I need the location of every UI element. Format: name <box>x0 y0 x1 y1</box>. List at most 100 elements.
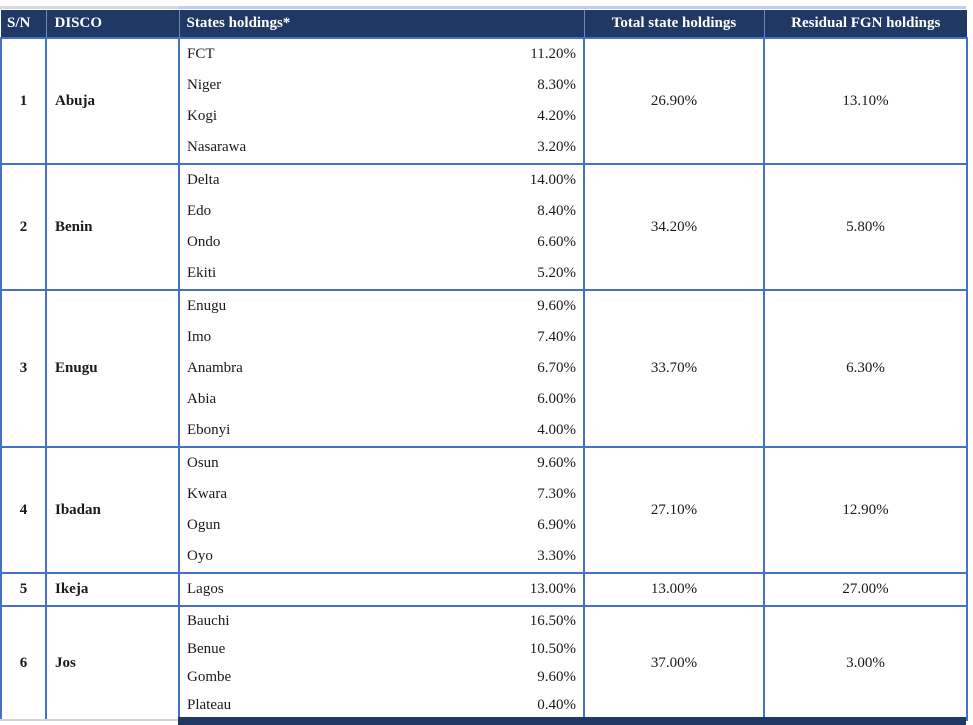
disco-cell: Benin <box>45 163 180 291</box>
state-name: Enugu <box>187 298 227 314</box>
state-line: Oyo 3.30% <box>187 541 576 572</box>
state-line: Lagos 13.00% <box>187 574 576 605</box>
sn-cell: 5 <box>0 572 47 607</box>
state-name: Anambra <box>187 360 243 376</box>
table-row-ibadan: 4 Ibadan Osun 9.60% Kwara 7.30% Ogun 6.9… <box>0 446 968 574</box>
col-header-total-state-holdings: Total state holdings <box>583 10 764 38</box>
state-name: Abia <box>187 391 217 407</box>
sn-cell: 2 <box>0 163 47 291</box>
states-cell: Osun 9.60% Kwara 7.30% Ogun 6.90% Oyo 3.… <box>178 446 585 574</box>
disco-cell: Abuja <box>45 37 180 165</box>
state-line: Ekiti 5.20% <box>187 258 576 289</box>
state-value: 8.40% <box>537 203 576 219</box>
states-cell: Enugu 9.60% Imo 7.40% Anambra 6.70% Abia… <box>178 289 585 448</box>
state-line: FCT 11.20% <box>187 39 576 70</box>
state-line: Kogi 4.20% <box>187 101 576 132</box>
total-cell: 13.00% <box>583 572 765 607</box>
state-value: 3.20% <box>537 139 576 155</box>
state-value: 4.00% <box>537 422 576 438</box>
state-value: 5.20% <box>537 265 576 281</box>
state-name: Kwara <box>187 486 227 502</box>
state-name: Ekiti <box>187 265 217 281</box>
state-name: Plateau <box>187 696 232 713</box>
top-edge-artifact <box>0 0 973 10</box>
sn-cell: 1 <box>0 37 47 165</box>
col-header-residual-fgn-holdings: Residual FGN holdings <box>763 10 967 38</box>
state-value: 4.20% <box>537 108 576 124</box>
state-value: 3.30% <box>537 548 576 564</box>
state-name: Nasarawa <box>187 139 247 155</box>
state-value: 6.90% <box>537 517 576 533</box>
state-name: Ebonyi <box>187 422 231 438</box>
state-line: Osun 9.60% <box>187 448 576 479</box>
state-value: 6.60% <box>537 234 576 250</box>
state-name: Benue <box>187 640 226 657</box>
disco-cell: Ibadan <box>45 446 180 574</box>
table-row-jos: 6 Jos Bauchi 16.50% Benue 10.50% Gombe 9… <box>0 605 968 721</box>
state-name: Lagos <box>187 581 224 597</box>
col-header-states-holdings: States holdings* <box>178 10 584 38</box>
states-cell: FCT 11.20% Niger 8.30% Kogi 4.20% Nasara… <box>178 37 585 165</box>
state-line: Ondo 6.60% <box>187 227 576 258</box>
state-value: 10.50% <box>529 640 576 657</box>
state-name: Bauchi <box>187 612 230 629</box>
table-row-enugu: 3 Enugu Enugu 9.60% Imo 7.40% Anambra 6.… <box>0 289 968 448</box>
top-cutoff-line-left <box>0 6 178 9</box>
state-line: Kwara 7.30% <box>187 479 576 510</box>
state-value: 14.00% <box>529 172 576 188</box>
disco-cell: Enugu <box>45 289 180 448</box>
state-value: 6.00% <box>537 391 576 407</box>
state-line: Ogun 6.90% <box>187 510 576 541</box>
state-line: Plateau 0.40% <box>187 691 576 719</box>
state-line: Nasarawa 3.20% <box>187 132 576 163</box>
residual-cell: 12.90% <box>763 446 968 574</box>
total-cell: 27.10% <box>583 446 765 574</box>
state-line: Benue 10.50% <box>187 635 576 663</box>
state-line: Imo 7.40% <box>187 322 576 353</box>
state-line: Niger 8.30% <box>187 70 576 101</box>
state-value: 16.50% <box>529 612 576 629</box>
states-cell: Lagos 13.00% <box>178 572 585 607</box>
total-cell: 34.20% <box>583 163 765 291</box>
states-cell: Bauchi 16.50% Benue 10.50% Gombe 9.60% P… <box>178 605 585 721</box>
header-row: S/N DISCO States holdings* Total state h… <box>1 10 967 38</box>
state-name: Edo <box>187 203 212 219</box>
state-line: Anambra 6.70% <box>187 353 576 384</box>
residual-cell: 3.00% <box>763 605 968 721</box>
col-header-disco: DISCO <box>45 10 179 38</box>
state-name: Osun <box>187 455 219 471</box>
state-name: Niger <box>187 77 222 93</box>
sn-cell: 4 <box>0 446 47 574</box>
state-line: Enugu 9.60% <box>187 291 576 322</box>
state-value: 6.70% <box>537 360 576 376</box>
disco-cell: Ikeja <box>45 572 180 607</box>
top-cutoff-line-right <box>178 6 966 9</box>
disco-holdings-table: S/N DISCO States holdings* Total state h… <box>0 10 968 721</box>
cutoff-next-row-bar <box>178 717 966 725</box>
state-value: 9.60% <box>537 668 576 685</box>
residual-cell: 13.10% <box>763 37 968 165</box>
states-cell: Delta 14.00% Edo 8.40% Ondo 6.60% Ekiti … <box>178 163 585 291</box>
bottom-edge-artifact <box>0 715 973 725</box>
sn-cell: 6 <box>0 605 47 721</box>
disco-cell: Jos <box>45 605 180 721</box>
col-header-sn: S/N <box>1 10 46 38</box>
state-value: 9.60% <box>537 455 576 471</box>
total-cell: 37.00% <box>583 605 765 721</box>
state-name: Imo <box>187 329 212 345</box>
state-name: Delta <box>187 172 220 188</box>
total-cell: 33.70% <box>583 289 765 448</box>
sn-cell: 3 <box>0 289 47 448</box>
state-line: Delta 14.00% <box>187 165 576 196</box>
state-value: 9.60% <box>537 298 576 314</box>
table-row-ikeja: 5 Ikeja Lagos 13.00% 13.00% 27.00% <box>0 572 968 607</box>
state-name: Oyo <box>187 548 213 564</box>
state-line: Edo 8.40% <box>187 196 576 227</box>
state-value: 8.30% <box>537 77 576 93</box>
state-name: Kogi <box>187 108 217 124</box>
state-name: Ondo <box>187 234 221 250</box>
table-row-abuja: 1 Abuja FCT 11.20% Niger 8.30% Kogi 4.20… <box>0 37 968 165</box>
table-row-benin: 2 Benin Delta 14.00% Edo 8.40% Ondo 6.60… <box>0 163 968 291</box>
state-value: 13.00% <box>529 581 576 597</box>
